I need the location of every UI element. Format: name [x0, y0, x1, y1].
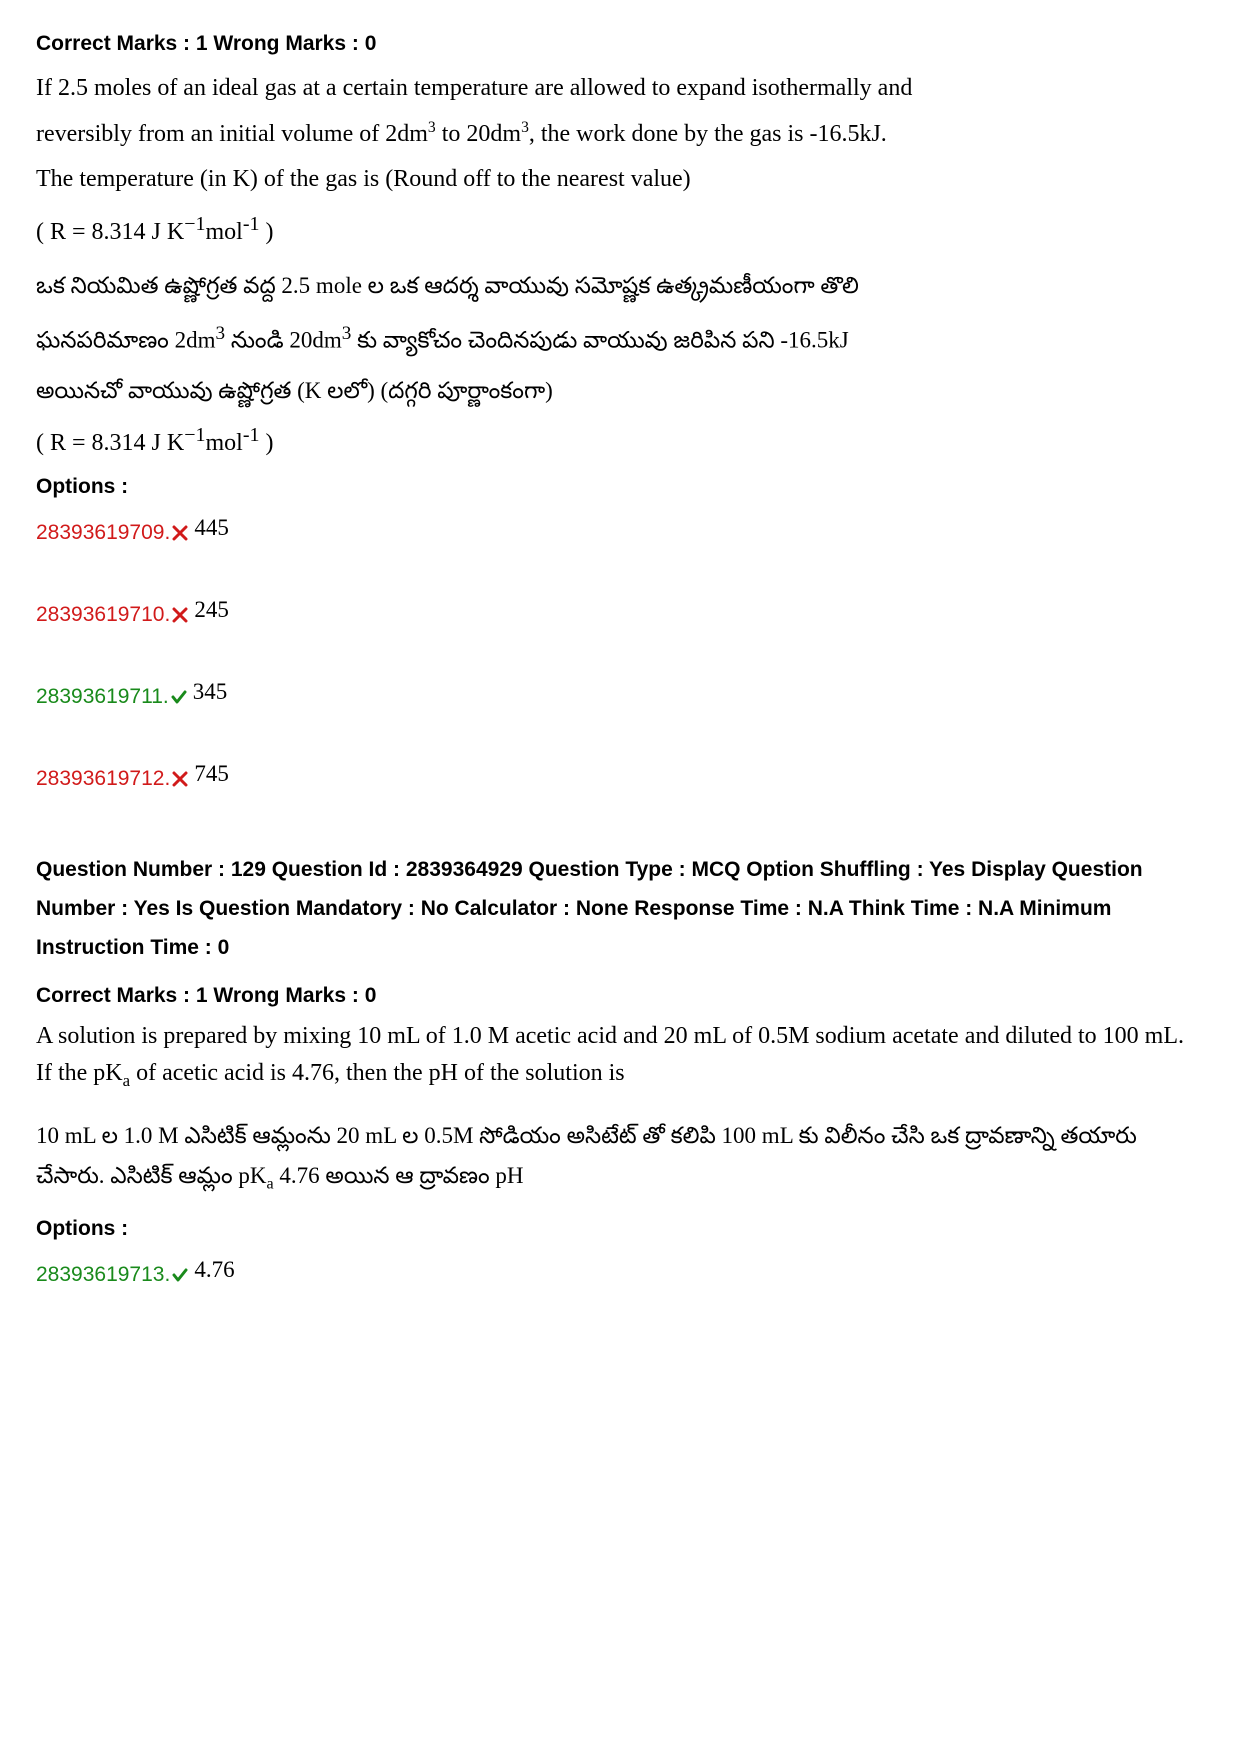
telugu-line2: ఘనపరిమాణం 2dm3 నుండి 20dm3 కు వ్యాకోచం చ… [36, 315, 1204, 364]
q2-teb: 4.76 అయిన ఆ ద్రావణం pH [274, 1163, 524, 1188]
sup-t3b: 3 [342, 323, 352, 344]
formula-q1: ( R = 8.314 J K−1mol-1 ) [36, 213, 1204, 246]
sub-a2: a [267, 1175, 274, 1192]
option-row[interactable]: 28393619710.245 [36, 601, 1204, 627]
t2a: ఘనపరిమాణం 2dm [36, 327, 216, 352]
q2-tea: 10 mL ల 1.0 M ఎసిటిక్ ఆమ్లంను 20 mL ల 0.… [36, 1123, 1137, 1188]
option-row[interactable]: 28393619712.745 [36, 765, 1204, 791]
q1-line1: If 2.5 moles of an ideal gas at a certai… [36, 66, 1204, 112]
f2b: mol [206, 430, 243, 456]
sub-a1: a [123, 1070, 130, 1089]
option-row[interactable]: 28393619709.445 [36, 519, 1204, 545]
option-id: 28393619710. [36, 603, 170, 627]
option-row[interactable]: 28393619711.345 [36, 683, 1204, 709]
check-icon [172, 1265, 188, 1286]
option-id: 28393619713. [36, 1263, 170, 1287]
option-row[interactable]: 28393619713.4.76 [36, 1261, 1204, 1287]
t2b: నుండి 20dm [225, 327, 342, 352]
q1-line2b: to 20dm [436, 121, 521, 147]
question-meta-q2: Question Number : 129 Question Id : 2839… [36, 851, 1204, 968]
telugu-q2: 10 mL ల 1.0 M ఎసిటిక్ ఆమ్లంను 20 mL ల 0.… [36, 1116, 1204, 1199]
options-heading-q2: Options : [36, 1217, 1204, 1241]
option-id: 28393619709. [36, 521, 170, 545]
t2c: కు వ్యాకోచం చెందినపుడు వాయువు జరిపిన పని… [351, 327, 848, 352]
cross-icon [172, 605, 188, 626]
telugu-line3: అయినచో వాయువు ఉష్ణోగ్రత (K లలో) (దగ్గరి … [36, 369, 1204, 414]
option-value: 345 [193, 679, 228, 705]
q1-line2c: , the work done by the gas is -16.5kJ. [529, 121, 887, 147]
f1s2: -1 [243, 213, 260, 235]
options-heading-q1: Options : [36, 475, 1204, 499]
sup-3b: 3 [521, 119, 529, 136]
q1-line2a: reversibly from an initial volume of 2dm [36, 121, 428, 147]
f2a: ( R = 8.314 J K [36, 430, 184, 456]
f2c: ) [260, 430, 274, 456]
f1c: ) [260, 219, 274, 245]
option-value: 445 [194, 515, 229, 541]
marks-line-q2: Correct Marks : 1 Wrong Marks : 0 [36, 984, 1204, 1008]
question-body-q2: A solution is prepared by mixing 10 mL o… [36, 1018, 1204, 1094]
q2-tb: of acetic acid is 4.76, then the pH of t… [130, 1060, 625, 1086]
f2s1: −1 [184, 424, 205, 446]
sup-t3a: 3 [216, 323, 226, 344]
option-value: 4.76 [194, 1257, 234, 1283]
f1s1: −1 [184, 213, 205, 235]
marks-line-q1: Correct Marks : 1 Wrong Marks : 0 [36, 32, 1204, 56]
f2s2: -1 [243, 424, 260, 446]
option-value: 745 [194, 761, 229, 787]
option-id: 28393619712. [36, 767, 170, 791]
check-icon [171, 687, 187, 708]
question-body-q1: If 2.5 moles of an ideal gas at a certai… [36, 66, 1204, 203]
q1-line3: The temperature (in K) of the gas is (Ro… [36, 157, 1204, 203]
cross-icon [172, 523, 188, 544]
telugu-line1: ఒక నియమిత ఉష్ణోగ్రత వద్ద 2.5 mole ల ఒక ఆ… [36, 264, 1204, 309]
option-value: 245 [194, 597, 229, 623]
f1a: ( R = 8.314 J K [36, 219, 184, 245]
f1b: mol [206, 219, 243, 245]
cross-icon [172, 769, 188, 790]
option-id: 28393619711. [36, 685, 169, 709]
q1-line2: reversibly from an initial volume of 2dm… [36, 112, 1204, 158]
sup-3a: 3 [428, 119, 436, 136]
formula-q1-b: ( R = 8.314 J K−1mol-1 ) [36, 424, 1204, 457]
